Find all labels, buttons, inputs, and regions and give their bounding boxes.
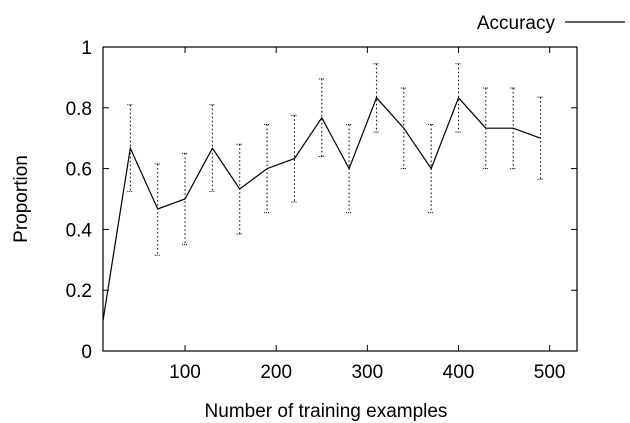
error-bar [373, 63, 380, 133]
error-bar [291, 114, 298, 203]
x-tick-label: 400 [443, 362, 475, 383]
x-tick-label: 300 [351, 362, 383, 383]
error-bar [182, 152, 189, 246]
x-tick-label: 500 [534, 362, 566, 383]
error-bar [154, 163, 161, 256]
legend-label-accuracy: Accuracy [477, 13, 556, 34]
y-tick-label: 0.4 [66, 220, 93, 241]
error-bar [127, 104, 134, 192]
y-tick-label: 0.8 [66, 99, 92, 120]
x-tick-label: 100 [169, 362, 201, 383]
error-bar [537, 96, 544, 180]
error-bars [127, 63, 544, 256]
x-axis: 100 200 300 400 500 [169, 47, 566, 383]
x-tick-label: 200 [260, 362, 292, 383]
y-tick-label: 0 [81, 342, 92, 363]
y-axis: 0 0.2 0.4 0.6 0.8 1 [66, 38, 577, 363]
y-tick-label: 0.2 [66, 281, 92, 302]
y-axis-label: Proportion [11, 155, 32, 243]
plot-frame [102, 46, 578, 352]
y-tick-label: 0.6 [66, 160, 92, 181]
accuracy-series-line [102, 96, 541, 321]
y-tick-label: 1 [81, 38, 92, 59]
error-bar [318, 78, 325, 157]
error-bar [455, 63, 462, 133]
legend: Accuracy [477, 13, 625, 34]
x-axis-label: Number of training examples [205, 401, 448, 422]
error-bar [209, 104, 216, 192]
